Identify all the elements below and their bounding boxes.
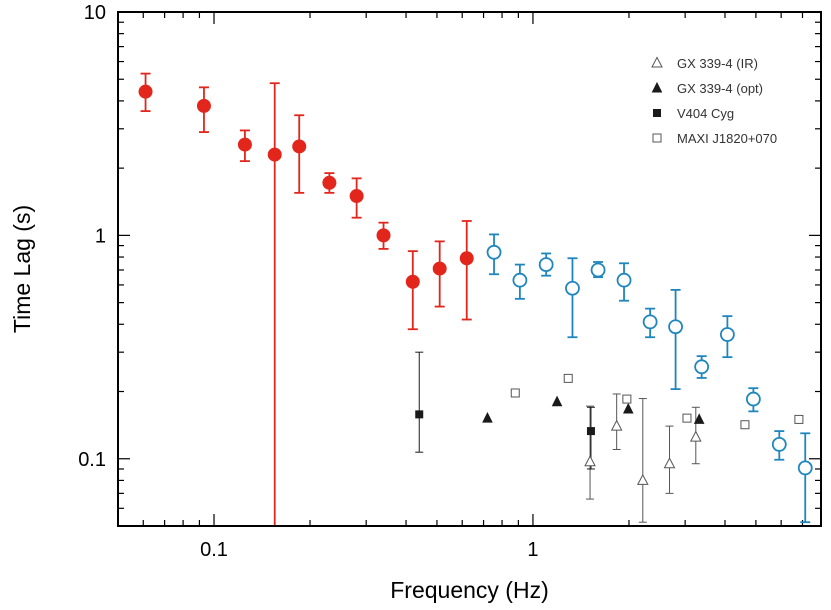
data-point: [616, 272, 632, 288]
data-point: [405, 274, 420, 289]
data-point: [322, 175, 337, 190]
data-point: [610, 419, 623, 431]
x-tick-label: 1: [527, 539, 538, 561]
data-point: [668, 319, 683, 335]
data-point: [551, 395, 563, 407]
data-point: [622, 394, 632, 404]
data-point: [584, 455, 596, 467]
data-point: [138, 84, 153, 99]
x-tick-label: 0.1: [200, 539, 228, 561]
data-point: [745, 391, 761, 407]
data-point: [797, 460, 813, 476]
x-axis-title: Frequency (Hz): [390, 577, 548, 603]
data-point: [740, 420, 750, 430]
data-point: [642, 314, 658, 330]
legend-label: GX 339-4 (IR): [677, 56, 758, 71]
data-point: [652, 133, 662, 143]
y-axis-title: Time Lag (s): [9, 205, 35, 333]
data-point: [694, 359, 710, 375]
data-point: [349, 189, 364, 204]
data-point: [693, 413, 705, 424]
data-point: [563, 373, 573, 383]
data-point: [482, 412, 493, 423]
y-tick-label: 0.1: [78, 449, 106, 471]
data-point: [538, 257, 554, 272]
data-point: [432, 261, 447, 276]
data-point: [565, 280, 580, 296]
data-point: [663, 457, 676, 469]
plot-frame: [117, 11, 822, 527]
data-point: [651, 56, 663, 68]
data-point: [653, 109, 661, 117]
legend-label: MAXI J1820+070: [677, 131, 777, 146]
data-point: [292, 139, 307, 154]
legend-label: V404 Cyg: [677, 106, 734, 121]
data-point: [267, 147, 282, 162]
data-point: [512, 272, 528, 288]
data-point: [510, 388, 520, 398]
data-point: [794, 414, 804, 424]
data-point: [682, 413, 692, 423]
data-point: [719, 327, 735, 342]
legend-label: GX 339-4 (opt): [677, 81, 763, 96]
data-point: [237, 137, 252, 152]
legend: GX 339-4 (IR) GX 339-4 (opt) V404 Cyg MAXI …: [651, 56, 777, 146]
data-point: [586, 427, 595, 436]
y-tick-label: 1: [95, 225, 106, 247]
data-point: [622, 402, 634, 414]
data-point: [415, 410, 424, 419]
y-tick-label: 10: [84, 2, 106, 24]
data-point: [636, 473, 649, 485]
data-point: [196, 98, 211, 113]
data-point: [771, 436, 787, 452]
axis-labels: 0.1 1 0.1 1 10: [78, 2, 538, 561]
data-point: [651, 81, 663, 93]
data-point: [459, 251, 474, 266]
data-markers: [138, 84, 813, 485]
data-point: [689, 430, 702, 442]
data-point: [590, 262, 606, 278]
data-point: [376, 228, 391, 243]
data-point: [486, 244, 502, 260]
